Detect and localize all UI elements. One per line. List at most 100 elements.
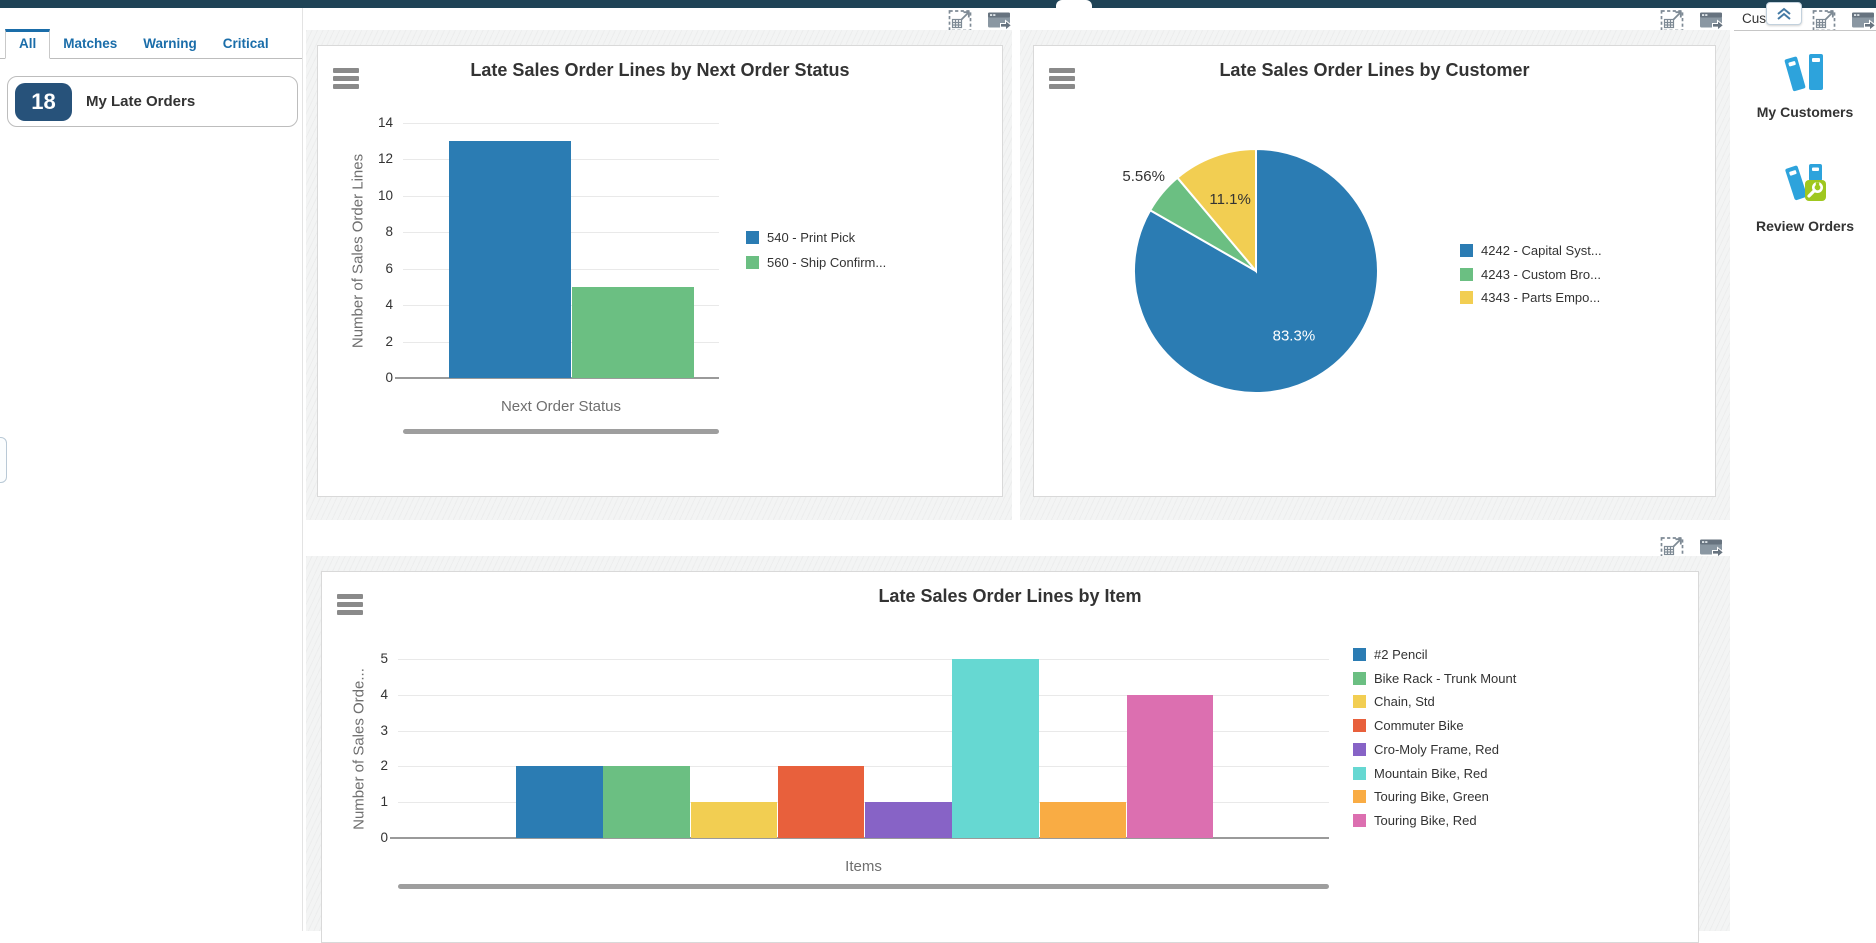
customer-books-icon [1784, 54, 1823, 92]
chart-menu-icon[interactable] [1049, 68, 1075, 92]
pie-slice-label: 83.3% [1273, 327, 1316, 344]
legend-label: Cro-Moly Frame, Red [1374, 741, 1499, 757]
x-axis-title: Next Order Status [500, 398, 622, 415]
shortcut-label: Review Orders [1755, 218, 1855, 234]
tab-critical[interactable]: Critical [222, 36, 269, 51]
legend-item[interactable]: 560 - Ship Confirm... [746, 255, 886, 270]
legend-label: Mountain Bike, Red [1374, 765, 1488, 781]
chart-title: Late Sales Order Lines by Item [878, 586, 1142, 606]
shortcut-my-customers[interactable]: My Customers [1734, 51, 1876, 120]
legend-item[interactable]: Chain, Std [1353, 694, 1435, 709]
gridline [398, 694, 1329, 696]
y-tick-label: 10 [377, 187, 393, 203]
bar-0[interactable] [449, 141, 571, 378]
bar-1[interactable] [603, 766, 690, 838]
bar-6[interactable] [1039, 802, 1126, 838]
my-late-orders-item[interactable]: 18 My Late Orders [7, 76, 298, 127]
legend-label: 4243 - Custom Bro... [1481, 266, 1601, 282]
legend-item[interactable]: 540 - Print Pick [746, 230, 855, 245]
legend-item[interactable]: Touring Bike, Red [1353, 813, 1477, 828]
legend-swatch [1460, 291, 1473, 304]
bar-3[interactable] [777, 766, 865, 838]
bar-4[interactable] [865, 802, 952, 838]
y-tick-label: 2 [385, 333, 393, 349]
bar-5[interactable] [952, 659, 1039, 838]
tab-matches[interactable]: Matches [63, 36, 118, 51]
chart-card-item: Late Sales Order Lines by Item 0 1 2 3 4 5 #2… [321, 571, 1699, 943]
legend-label: Touring Bike, Red [1374, 812, 1477, 828]
y-tick-label: 0 [385, 370, 393, 385]
legend-label: Chain, Std [1374, 694, 1435, 710]
chart-title: Late Sales Order Lines by Customer [1219, 60, 1530, 80]
y-tick-label: 2 [380, 758, 388, 774]
legend-swatch [1353, 695, 1366, 709]
send-to-window-icon[interactable] [987, 10, 1013, 32]
legend-swatch [1353, 790, 1366, 804]
topbar-notch [1056, 0, 1092, 8]
bar-0[interactable] [516, 766, 603, 838]
legend-swatch [1353, 719, 1366, 733]
y-axis-title: Number of Sales Orde... [350, 667, 368, 830]
chart-card-customer: Late Sales Order Lines by Customer 4242 … [1033, 45, 1716, 497]
y-tick-label: 12 [377, 151, 393, 167]
y-tick-label: 0 [380, 830, 388, 845]
legend-label: 4343 - Parts Empo... [1481, 290, 1601, 305]
collapse-panel-button[interactable] [1766, 2, 1802, 25]
legend-item[interactable]: Commuter Bike [1353, 718, 1464, 733]
bar-7[interactable] [1126, 694, 1214, 838]
legend-swatch [746, 231, 759, 244]
legend-label: Commuter Bike [1374, 718, 1464, 734]
gridline [398, 659, 1329, 660]
send-to-window-icon[interactable] [1851, 10, 1876, 32]
y-tick-label: 1 [380, 794, 388, 810]
legend-label: Touring Bike, Green [1374, 789, 1489, 805]
legend-label: 4242 - Capital Syst... [1481, 243, 1602, 258]
y-tick-label: 4 [380, 686, 388, 702]
send-to-window-icon[interactable] [1699, 10, 1725, 32]
legend-item[interactable]: Bike Rack - Trunk Mount [1353, 671, 1516, 686]
late-orders-sidebar: All Matches Warning Critical 18 My Late … [0, 8, 303, 931]
gridline [403, 123, 719, 124]
double-chevron-up-icon [1777, 7, 1791, 20]
y-tick-label: 6 [385, 260, 393, 276]
legend-item[interactable]: Cro-Moly Frame, Red [1353, 742, 1499, 757]
bar-2[interactable] [690, 802, 777, 838]
chart-scrollbar[interactable] [398, 884, 1329, 889]
chart-title: Late Sales Order Lines by Next Order Sta… [470, 60, 850, 80]
x-axis-line [390, 837, 1329, 839]
legend-item[interactable]: #2 Pencil [1353, 647, 1427, 662]
tab-all[interactable]: All [5, 29, 51, 59]
legend-swatch [1353, 742, 1366, 756]
late-orders-count-badge: 18 [15, 82, 72, 121]
legend-swatch [1353, 766, 1366, 780]
legend-item[interactable]: Mountain Bike, Red [1353, 766, 1487, 781]
x-axis-title: Items [845, 858, 882, 875]
pie-slice-2[interactable]: 4343 - Parts Empo...: 11.1% [1175, 147, 1257, 274]
legend-item[interactable]: 4343 - Parts Empo... [1460, 290, 1600, 305]
review-orders-icon [1785, 164, 1826, 201]
legend-item[interactable]: 4242 - Capital Syst... [1460, 243, 1602, 258]
legend-item[interactable]: 4243 - Custom Bro... [1460, 267, 1601, 282]
pie-chart: 4242 - Capital Syst...: 83.3%4243 - Cust… [1122, 147, 1379, 394]
late-orders-label: My Late Orders [86, 93, 196, 110]
tab-warning[interactable]: Warning [143, 36, 197, 51]
legend-label: #2 Pencil [1374, 647, 1428, 662]
pie-slice-label: 5.56% [1122, 168, 1165, 185]
x-axis-line [395, 377, 719, 379]
splitter-handle[interactable] [0, 437, 7, 483]
y-tick-label: 8 [385, 224, 393, 240]
chart-scrollbar[interactable] [403, 429, 719, 434]
chart-menu-icon[interactable] [333, 68, 359, 92]
shortcut-label: My Customers [1756, 104, 1854, 120]
chart-menu-icon[interactable] [337, 594, 363, 618]
legend-item[interactable]: Touring Bike, Green [1353, 789, 1489, 804]
chart-card-next-order-status: Late Sales Order Lines by Next Order Sta… [317, 45, 1003, 497]
legend-swatch [1353, 813, 1366, 827]
y-tick-label: 5 [380, 651, 388, 666]
bar-1[interactable] [571, 286, 694, 378]
filter-tabstrip: All Matches Warning Critical [0, 29, 302, 59]
legend-swatch [1353, 648, 1366, 661]
shortcut-review-orders[interactable]: Review Orders [1734, 161, 1876, 234]
y-tick-label: 3 [380, 722, 388, 738]
y-tick-label: 14 [377, 115, 393, 130]
